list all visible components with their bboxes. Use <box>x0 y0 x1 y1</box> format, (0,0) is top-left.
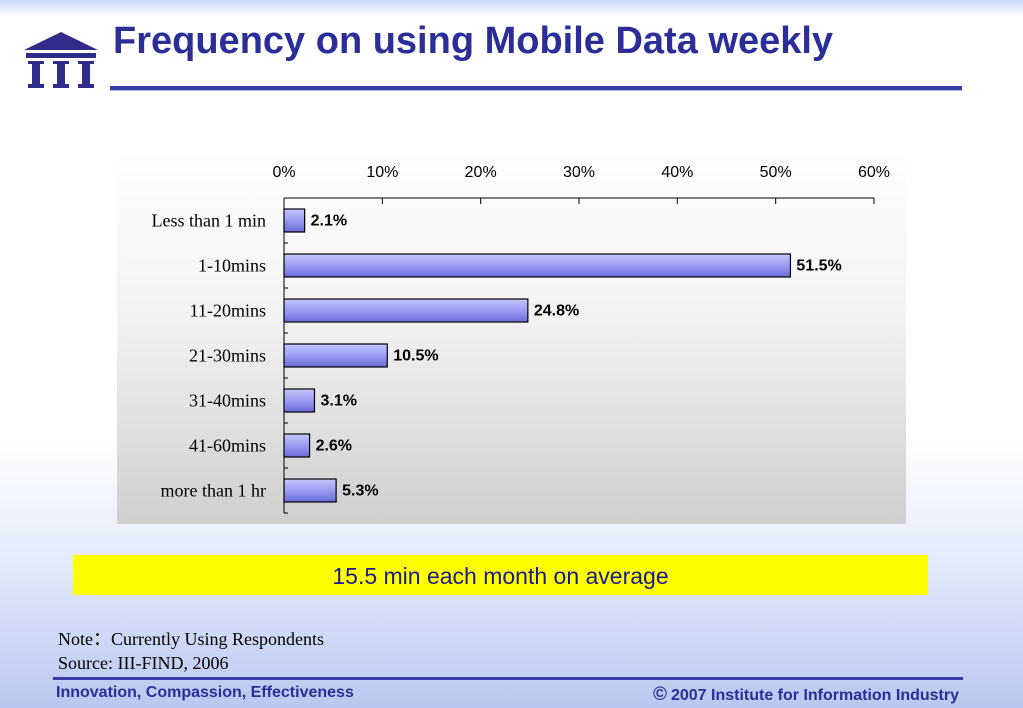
category-label: more than 1 hr <box>161 481 266 501</box>
footer-copyright: © 2007 Institute for Information Industry <box>653 684 959 706</box>
average-banner: 15.5 min each month on average <box>73 555 928 595</box>
category-label: 1-10mins <box>198 256 266 276</box>
data-label: 2.6% <box>316 438 352 455</box>
category-label: Less than 1 min <box>152 211 267 231</box>
x-tick-label: 30% <box>563 164 595 181</box>
data-label: 51.5% <box>796 258 841 275</box>
x-tick-label: 60% <box>858 164 890 181</box>
data-label: 24.8% <box>534 303 579 320</box>
bar <box>283 343 388 368</box>
x-tick-label: 50% <box>760 164 792 181</box>
bar <box>283 478 337 503</box>
footer-divider <box>53 677 963 680</box>
chart-panel: 0% 10% 20% 30% 40% 50% 60% Less than 1 min 2.1% 1… <box>117 151 906 524</box>
category-label: 41-60mins <box>189 436 266 456</box>
iii-logo <box>24 32 98 88</box>
bar <box>283 388 316 413</box>
data-label: 5.3% <box>342 483 378 500</box>
category-label: 31-40mins <box>189 391 266 411</box>
x-tick-label: 0% <box>272 164 295 181</box>
top-band <box>0 0 1023 16</box>
source-text: Source: III-FIND, 2006 <box>58 653 229 673</box>
x-tick-label: 20% <box>465 164 497 181</box>
copyright-icon: © <box>652 684 667 705</box>
note-block: Note：Currently Using Respondents Source:… <box>58 627 324 675</box>
x-tick-label: 10% <box>366 164 398 181</box>
page-title: Frequency on using Mobile Data weekly <box>113 20 834 62</box>
category-label: 11-20mins <box>190 301 266 321</box>
note-text: Note：Currently Using Respondents <box>58 629 324 649</box>
category-label: 21-30mins <box>189 346 266 366</box>
bar <box>283 253 792 278</box>
title-divider <box>110 86 962 90</box>
bar-chart: 0% 10% 20% 30% 40% 50% 60% Less than 1 min 2.1% 1… <box>152 164 890 514</box>
data-label: 10.5% <box>393 348 438 365</box>
data-label: 2.1% <box>311 213 347 230</box>
bar <box>283 298 529 323</box>
bar <box>283 208 306 233</box>
footer-slogan: Innovation, Compassion, Effectiveness <box>56 684 354 701</box>
copyright-text: 2007 Institute for Information Industry <box>670 687 959 704</box>
x-tick-label: 40% <box>661 164 693 181</box>
bar <box>283 433 311 458</box>
data-label: 3.1% <box>320 393 356 410</box>
